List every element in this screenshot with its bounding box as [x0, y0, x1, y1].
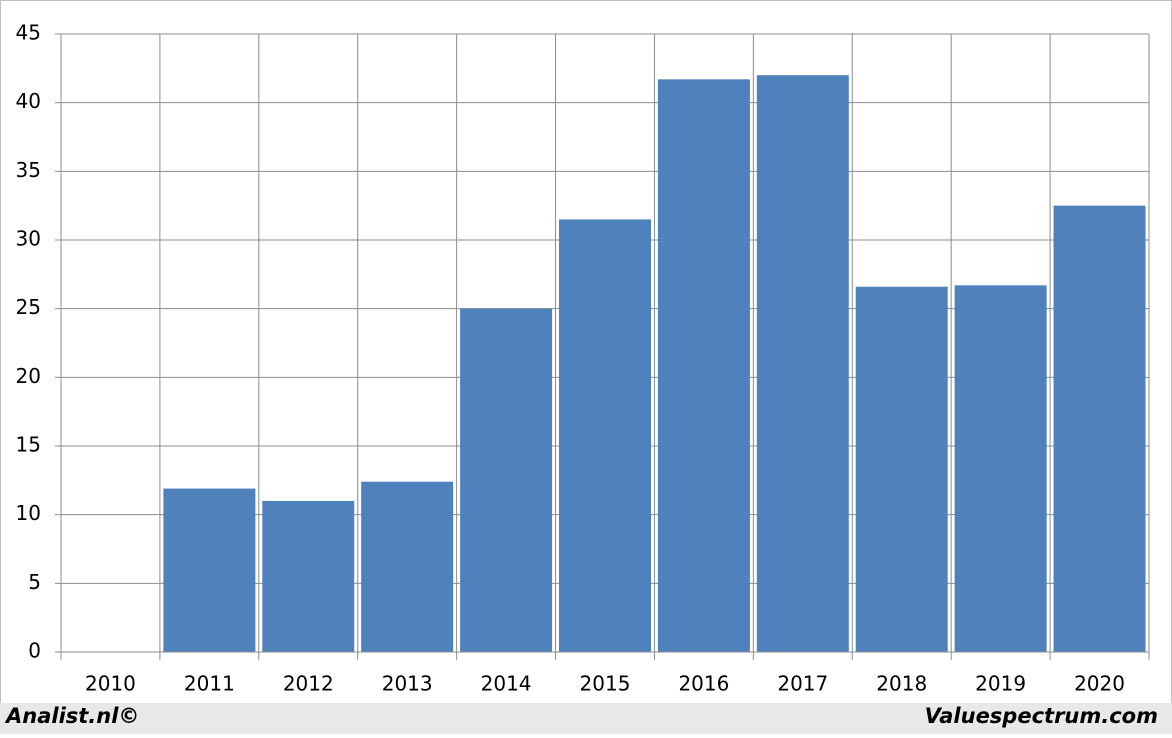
footer-left: Analist.nl© [4, 704, 139, 728]
y-tick-label: 10 [16, 501, 41, 525]
x-tick-label: 2012 [283, 672, 334, 696]
bar [361, 481, 454, 652]
x-tick-label: 2020 [1074, 672, 1125, 696]
x-tick-label: 2013 [382, 672, 433, 696]
y-tick-label: 20 [16, 364, 41, 388]
y-tick-label: 30 [16, 227, 41, 251]
bar [954, 285, 1047, 652]
bar [163, 488, 256, 652]
x-tick-label: 2015 [580, 672, 631, 696]
y-tick-label: 25 [16, 295, 41, 319]
bar [559, 219, 651, 652]
x-tick-label: 2010 [85, 672, 136, 696]
x-tick-label: 2014 [481, 672, 532, 696]
x-tick-label: 2018 [876, 672, 927, 696]
y-tick-label: 45 [16, 21, 41, 45]
x-tick-label: 2017 [777, 672, 828, 696]
footer-right: Valuespectrum.com [925, 704, 1158, 728]
y-tick-label: 5 [28, 570, 41, 594]
y-tick-label: 35 [16, 158, 41, 182]
y-tick-label: 0 [28, 639, 41, 663]
footer-bar [0, 703, 1172, 734]
bar [855, 286, 948, 652]
bar [756, 75, 849, 652]
bar [262, 500, 355, 652]
x-tick-label: 2019 [975, 672, 1026, 696]
y-tick-label: 15 [16, 433, 41, 457]
x-tick-label: 2011 [184, 672, 235, 696]
y-tick-label: 40 [16, 89, 41, 113]
bar [1053, 205, 1146, 652]
bar [460, 308, 553, 652]
x-tick-label: 2016 [678, 672, 729, 696]
bar [657, 79, 750, 652]
